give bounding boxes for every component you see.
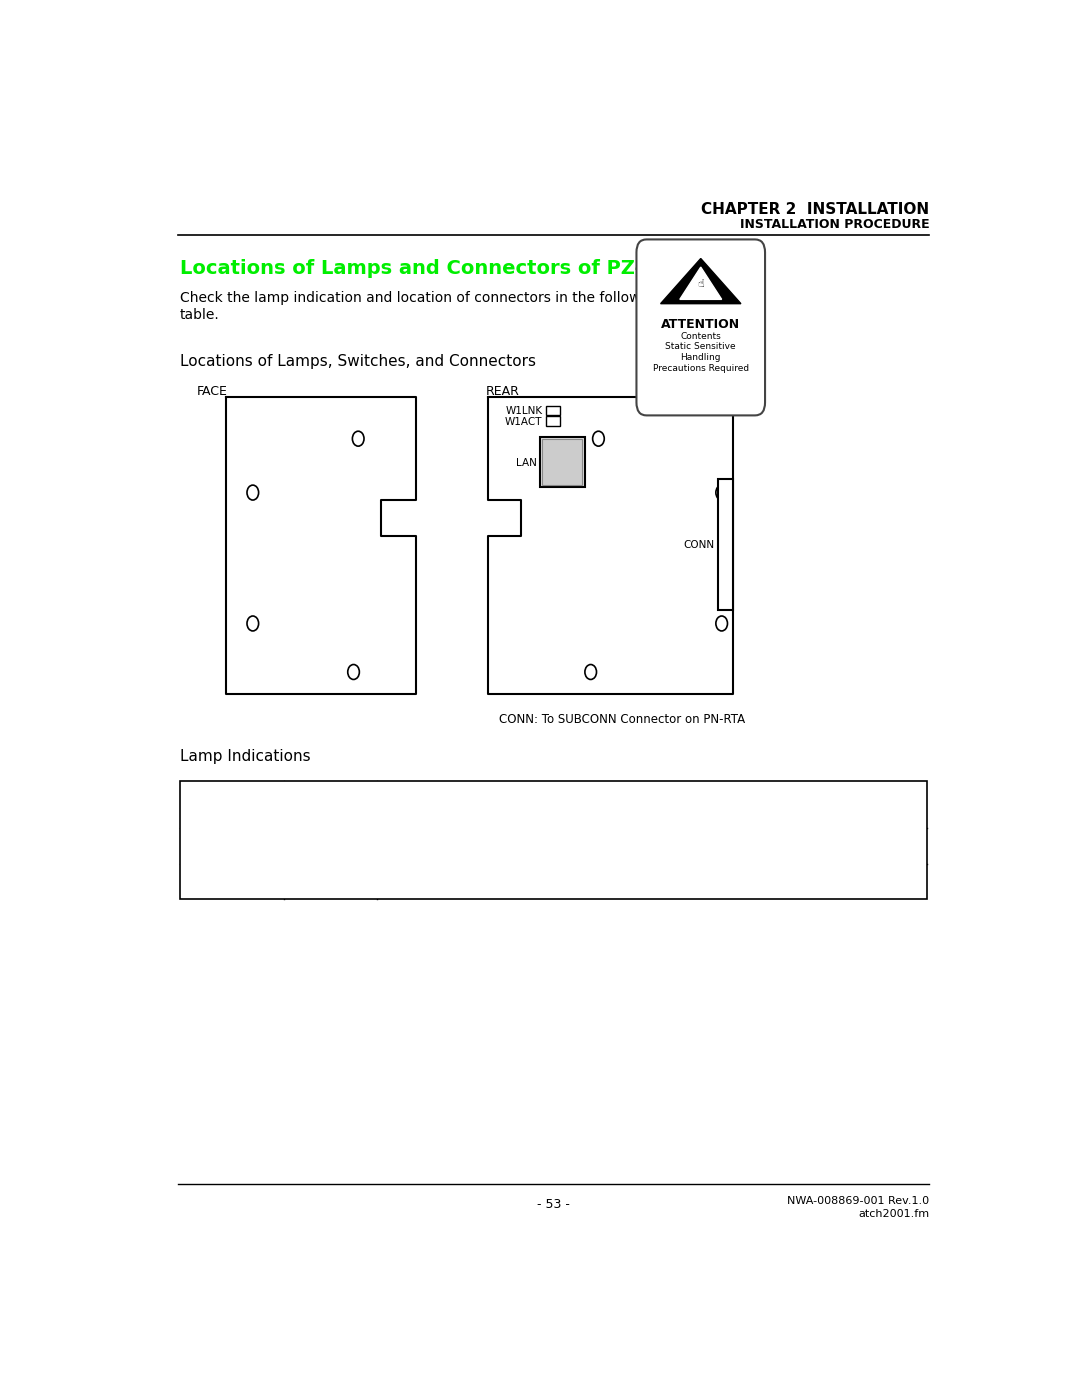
- Text: table.: table.: [180, 307, 219, 321]
- Bar: [180, 781, 927, 900]
- Text: FUNCTION: FUNCTION: [611, 798, 692, 812]
- Text: Green: Green: [309, 875, 351, 888]
- Text: ATTENTION: ATTENTION: [661, 317, 740, 331]
- Text: CONN: CONN: [684, 539, 715, 550]
- Text: atch2001.fm: atch2001.fm: [859, 1208, 930, 1218]
- FancyBboxPatch shape: [636, 239, 765, 415]
- Text: W1LNK: W1LNK: [188, 840, 238, 854]
- Text: REAR: REAR: [486, 384, 519, 398]
- Bar: [540, 437, 584, 488]
- Polygon shape: [661, 258, 741, 303]
- Text: Locations of Lamps, Switches, and Connectors: Locations of Lamps, Switches, and Connec…: [180, 353, 536, 369]
- Text: Check the lamp indication and location of connectors in the following figure and: Check the lamp indication and location o…: [180, 291, 738, 305]
- Text: Remains lit while LAN port is connected to the network.: Remains lit while LAN port is connected …: [384, 840, 771, 854]
- Text: CONN: To SUBCONN Connector on PN-RTA: CONN: To SUBCONN Connector on PN-RTA: [499, 712, 745, 726]
- Polygon shape: [679, 267, 721, 299]
- Text: Flashes while LAN port is sending or receiving the data.: Flashes while LAN port is sending or rec…: [384, 875, 771, 888]
- Text: W1ACT: W1ACT: [505, 416, 542, 426]
- Text: CHAPTER 2  INSTALLATION: CHAPTER 2 INSTALLATION: [701, 203, 930, 218]
- Text: Lamp Indications: Lamp Indications: [180, 749, 311, 764]
- Bar: [718, 479, 733, 610]
- Text: Handling: Handling: [680, 353, 721, 362]
- Text: W1ACT: W1ACT: [188, 875, 238, 888]
- Text: Precautions Required: Precautions Required: [652, 365, 748, 373]
- Text: COLOR: COLOR: [303, 798, 356, 812]
- Text: LAN: LAN: [515, 458, 537, 468]
- Text: FACE: FACE: [197, 384, 228, 398]
- Text: NWA-008869-001 Rev.1.0: NWA-008869-001 Rev.1.0: [787, 1196, 930, 1206]
- Bar: [542, 440, 582, 485]
- Text: ☝: ☝: [698, 279, 704, 289]
- Text: - 53 -: - 53 -: [537, 1197, 570, 1211]
- Text: Green: Green: [309, 840, 351, 854]
- Text: Contents: Contents: [680, 331, 721, 341]
- Text: Locations of Lamps and Connectors of PZ-M623 Card: Locations of Lamps and Connectors of PZ-…: [180, 258, 760, 278]
- Text: W1LNK: W1LNK: [505, 407, 542, 416]
- Bar: [545, 405, 559, 415]
- Text: LAMP
NAME: LAMP NAME: [210, 789, 255, 820]
- Bar: [545, 416, 559, 426]
- Text: INSTALLATION PROCEDURE: INSTALLATION PROCEDURE: [740, 218, 930, 231]
- Text: Static Sensitive: Static Sensitive: [665, 342, 737, 352]
